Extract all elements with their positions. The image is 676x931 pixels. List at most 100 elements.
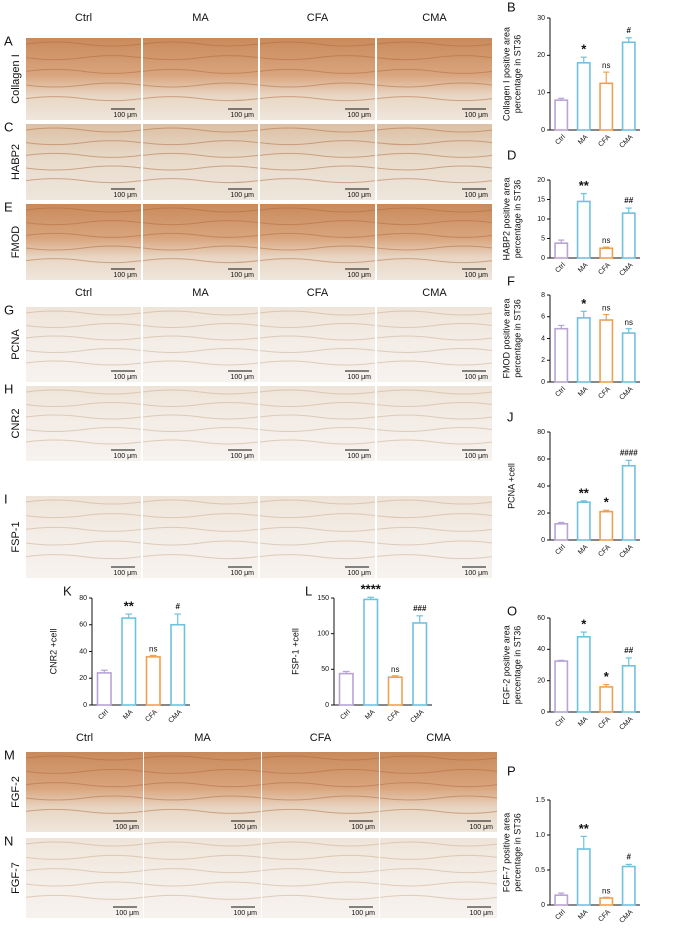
- scale-label: 100 μm: [465, 112, 489, 119]
- tissue-fiber: [376, 310, 493, 316]
- tissue-fiber: [25, 310, 142, 316]
- tissue-fiber: [376, 427, 493, 432]
- panel-letter: H: [4, 381, 13, 396]
- micrograph: [377, 307, 492, 382]
- tissue-fiber: [379, 795, 498, 801]
- tissue-fiber: [143, 841, 262, 847]
- bar: [554, 327, 569, 383]
- tissue-fiber: [25, 854, 144, 860]
- tissue-fiber: [261, 782, 380, 788]
- bar: [599, 897, 614, 906]
- x-tick-label: Ctrl: [554, 261, 567, 274]
- y-tick-label: 2: [541, 357, 545, 364]
- panel-letter: N: [4, 833, 13, 848]
- tissue-fiber: [142, 140, 259, 146]
- tissue-fiber: [143, 782, 262, 788]
- tissue-fiber: [143, 868, 262, 874]
- tissue-fiber: [25, 768, 144, 774]
- tissue-fiber: [259, 178, 376, 184]
- micrograph: [26, 752, 143, 832]
- tissue-fiber: [142, 323, 259, 328]
- scale-label: 100 μm: [231, 374, 255, 381]
- scale-label: 100 μm: [348, 570, 372, 577]
- tissue-fiber: [142, 348, 259, 353]
- tissue-fiber: [25, 427, 142, 432]
- tissue-fiber: [259, 258, 376, 264]
- x-tick-label: CMA: [619, 386, 635, 402]
- bar: [554, 522, 569, 541]
- tissue-fiber: [376, 526, 493, 532]
- tissue-fiber: [25, 881, 144, 887]
- tissue-fiber: [142, 499, 259, 505]
- tissue-fiber: [261, 881, 380, 887]
- micrograph: [260, 496, 375, 578]
- x-tick-label: CMA: [410, 709, 426, 725]
- y-tick-label: 0: [541, 379, 545, 386]
- y-tick-label: 5: [541, 235, 545, 242]
- tissue-fiber: [259, 245, 376, 251]
- tissue-fiber: [376, 82, 493, 88]
- x-tick-label: CFA: [144, 709, 159, 724]
- x-tick-label: Ctrl: [554, 543, 567, 556]
- tissue-fiber: [25, 96, 142, 102]
- tissue-fiber: [142, 439, 259, 445]
- tissue-fiber: [259, 82, 376, 88]
- scale-label: 100 μm: [348, 112, 372, 119]
- bar: [576, 200, 591, 259]
- tissue-fiber: [142, 165, 259, 171]
- tissue-fiber: [259, 323, 376, 328]
- bar: [621, 212, 636, 259]
- micrograph: [262, 752, 379, 832]
- tissue-fiber: [25, 439, 142, 445]
- tissue-fiber: [25, 207, 142, 213]
- tissue-fiber: [376, 165, 493, 171]
- tissue-fiber: [25, 782, 144, 788]
- scale-label: 100 μm: [231, 570, 255, 577]
- y-tick-label: 80: [79, 595, 87, 602]
- micrograph: [260, 307, 375, 382]
- x-tick-label: Ctrl: [554, 133, 567, 146]
- y-axis-label: percentage in ST36: [512, 813, 522, 892]
- column-header: MA: [192, 12, 209, 24]
- x-tick-label: Ctrl: [554, 908, 567, 921]
- x-tick-label: Ctrl: [97, 708, 110, 721]
- micrograph: [380, 838, 497, 918]
- column-header: Ctrl: [75, 12, 92, 24]
- tissue-fiber: [142, 335, 259, 341]
- tissue-fiber: [25, 220, 142, 226]
- micrograph: [143, 124, 258, 200]
- scale-label: 100 μm: [348, 192, 372, 199]
- tissue-fiber: [25, 232, 142, 238]
- tissue-fiber: [25, 868, 144, 874]
- tissue-fiber: [259, 335, 376, 341]
- significance-label: *: [581, 617, 587, 632]
- significance-label: **: [124, 598, 135, 613]
- significance-label: ns: [602, 61, 610, 70]
- micrograph: [377, 496, 492, 578]
- tissue-fiber: [142, 178, 259, 184]
- y-tick-label: 40: [79, 648, 87, 655]
- tissue-fiber: [376, 55, 493, 61]
- micrograph: [26, 496, 141, 578]
- y-tick-label: 1.5: [535, 797, 545, 804]
- y-tick-label: 60: [537, 615, 545, 622]
- significance-label: #: [627, 853, 632, 862]
- tissue-fiber: [259, 439, 376, 445]
- micrograph: [143, 38, 258, 120]
- y-tick-label: 20: [537, 510, 545, 517]
- bar: [554, 660, 569, 713]
- tissue-fiber: [376, 402, 493, 407]
- y-tick-label: 0: [83, 702, 87, 709]
- y-tick-label: 1.0: [535, 832, 545, 839]
- tissue-fiber: [25, 389, 142, 395]
- tissue-fiber: [259, 232, 376, 238]
- x-tick-label: MA: [577, 262, 590, 275]
- panel-letter: P: [507, 763, 516, 778]
- tissue-fiber: [259, 41, 376, 47]
- tissue-fiber: [142, 310, 259, 316]
- scale-label: 100 μm: [114, 192, 138, 199]
- tissue-fiber: [376, 540, 493, 546]
- tissue-fiber: [25, 402, 142, 407]
- micrograph: [377, 124, 492, 200]
- y-tick-label: 0: [541, 537, 545, 544]
